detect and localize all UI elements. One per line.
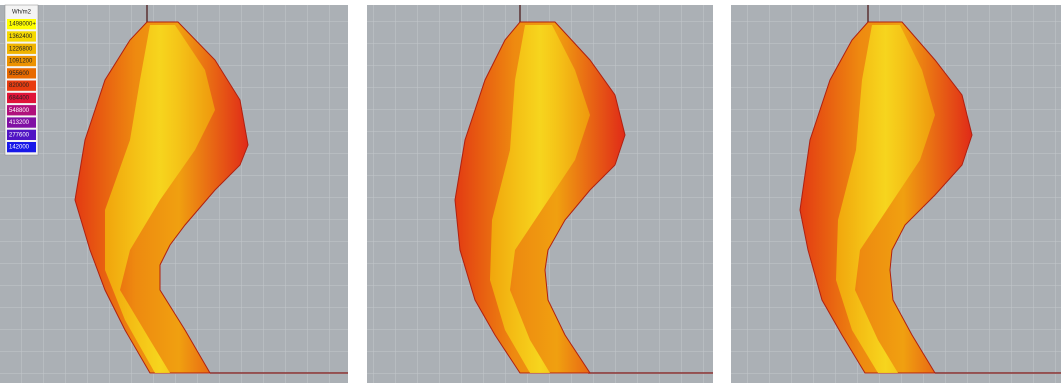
legend-label: 955600 xyxy=(9,71,30,77)
viewport-2 xyxy=(367,5,713,383)
viewport-3 xyxy=(731,5,1061,383)
legend-label: 1362400 xyxy=(9,34,33,40)
legend-title: Wh/m2 xyxy=(12,10,32,16)
legend-label: 1498000+ xyxy=(9,22,36,28)
legend-label: 413200 xyxy=(9,120,30,126)
legend-label: 820000 xyxy=(9,83,30,89)
figure: Wh/m2 1498000+ 1362400 1226800 1091200 95560… xyxy=(0,0,1061,383)
viewport-1 xyxy=(0,5,348,383)
legend-label: 277600 xyxy=(9,132,30,138)
legend-label: 1091200 xyxy=(9,59,33,65)
legend-label: 1226800 xyxy=(9,46,33,52)
legend-label: 142000 xyxy=(9,145,30,151)
page: {"legend": {"title": "Wh/m2", "entries":… xyxy=(0,0,1061,383)
legend: Wh/m2 1498000+ 1362400 1226800 1091200 95560… xyxy=(5,5,38,155)
legend-label: 684400 xyxy=(9,96,30,102)
legend-label: 548800 xyxy=(9,108,30,114)
